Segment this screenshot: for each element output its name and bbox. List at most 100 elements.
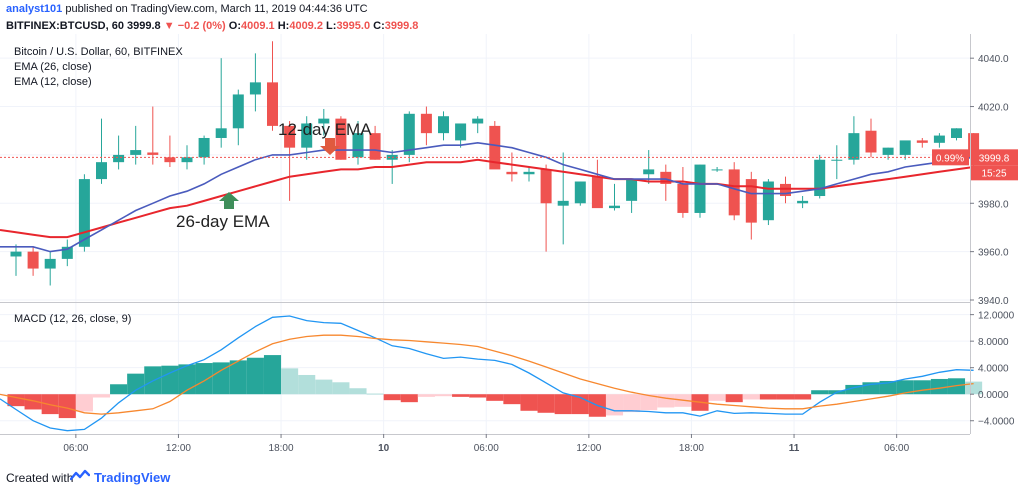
candle-body	[797, 200, 809, 204]
macd-histogram-bar	[794, 394, 812, 400]
macd-histogram-bar	[486, 394, 504, 401]
last-price: 3999.8	[127, 20, 161, 32]
candle-body	[318, 118, 330, 124]
candle-body	[335, 118, 347, 160]
time-axis-label: 12:00	[166, 443, 191, 454]
macd-histogram-bar	[640, 394, 658, 411]
time-axis-label: 06:00	[474, 443, 499, 454]
macd-histogram-bar	[469, 394, 487, 398]
macd-histogram-bar	[930, 378, 948, 395]
macd-histogram-bar	[195, 363, 213, 395]
macd-histogram-bar	[623, 394, 641, 413]
macd-histogram-bar	[503, 394, 521, 405]
candle-body	[899, 140, 911, 155]
candle-body	[609, 205, 620, 209]
candle-body	[267, 82, 278, 126]
price-badge: 0.99% 3999.8 15:25	[932, 149, 1018, 181]
macd-histogram-bar	[776, 394, 795, 400]
candles	[10, 41, 980, 286]
macd-histogram-bar	[127, 373, 145, 395]
candle-body	[472, 118, 484, 124]
price-badge-value: 3999.8	[979, 153, 1010, 164]
author-link[interactable]: analyst101	[6, 3, 63, 15]
ema12-line	[0, 141, 974, 253]
macd-histogram-bar	[7, 394, 25, 407]
candle-body	[215, 128, 227, 138]
candle-body	[352, 133, 364, 158]
time-axis-label: 10	[378, 443, 390, 454]
candle-body	[814, 159, 826, 197]
candle-body	[403, 113, 415, 155]
arrow-up-icon	[219, 192, 239, 209]
macd-axis-label: 8.0000	[978, 337, 1009, 348]
time-axis-label: 06:00	[63, 443, 88, 454]
chart-canvas[interactable]: 3940.0 3960.0 3980.0 4020.0 4040.0 −4.0000 0.…	[0, 34, 1024, 462]
macd-histogram-bar	[92, 394, 111, 398]
candle-body	[916, 140, 928, 143]
candle-body	[369, 133, 381, 160]
candle-body	[489, 125, 501, 170]
candle-body	[455, 123, 467, 141]
macd-histogram-bar	[605, 394, 624, 416]
high-value: 4009.2	[289, 20, 323, 32]
candle-body	[711, 169, 723, 171]
candle-body	[951, 128, 962, 138]
annotation-12-day-ema: 12-day EMA	[278, 120, 372, 139]
open-value: 4009.1	[241, 20, 275, 32]
candle-body	[745, 179, 757, 223]
macd-histogram-bar	[263, 355, 282, 395]
macd-histogram-bar	[349, 388, 367, 395]
macd-histogram-bar	[417, 394, 435, 397]
macd-line	[0, 315, 974, 432]
macd-histogram-bar	[110, 384, 128, 395]
time-axis-label: 18:00	[679, 443, 704, 454]
candle-body	[61, 246, 73, 259]
macd-histogram-bar	[246, 357, 264, 395]
price-axis-label: 3980.0	[978, 199, 1009, 210]
candle-body	[643, 169, 655, 175]
ema26-line	[0, 158, 974, 239]
macd-axis-label: 0.0000	[978, 390, 1009, 401]
symbol-name: BITFINEX:BTCUSD, 60	[6, 20, 124, 32]
low-value: 3995.0	[336, 20, 371, 32]
macd-histogram-bar	[537, 394, 555, 413]
candle-body	[10, 251, 22, 257]
legend-title: Bitcoin / U.S. Dollar, 60, BITFINEX	[14, 46, 183, 58]
arrow-down-icon	[320, 138, 340, 155]
macd-histogram-bar	[58, 394, 76, 419]
macd-histogram-bar	[657, 394, 675, 408]
candle-body	[301, 123, 313, 148]
macd-histogram-bar	[862, 382, 880, 395]
macd-histogram-bar	[315, 379, 333, 395]
publish-line: analyst101 published on TradingView.com,…	[6, 3, 368, 15]
price-badge-pct: 0.99%	[936, 153, 964, 164]
candle-body	[574, 181, 586, 204]
time-axis[interactable]: 06:00 12:00 18:00 10 06:00 12:00 18:00 11 06:00	[63, 434, 910, 454]
price-badge-countdown: 15:25	[981, 168, 1006, 179]
candle-body	[831, 159, 843, 161]
legend-ema26: EMA (26, close)	[14, 61, 92, 73]
macd-histogram-bar	[965, 381, 983, 395]
candle-body	[540, 169, 552, 204]
price-axis-label: 4040.0	[978, 54, 1009, 65]
candle-body	[249, 82, 261, 95]
macd-histogram-bar	[383, 394, 401, 401]
annotation-26-day-ema: 26-day EMA	[176, 212, 270, 231]
candle-body	[865, 130, 877, 153]
macd-axis[interactable]: −4.0000 0.0000 4.0000 8.0000 12.0000	[970, 311, 1015, 428]
macd-histogram-bar	[725, 394, 743, 403]
macd-histogram-bar	[845, 384, 863, 395]
candle-body	[78, 179, 90, 247]
low-label: L:	[326, 20, 337, 32]
price-axis-label: 3960.0	[978, 248, 1009, 259]
candle-body	[27, 251, 39, 269]
candle-body	[591, 176, 603, 209]
candle-body	[933, 135, 945, 143]
price-axis[interactable]: 3940.0 3960.0 3980.0 4020.0 4040.0	[970, 54, 1009, 307]
macd-histogram-bar	[434, 394, 453, 397]
candle-body	[882, 147, 894, 155]
candle-body	[694, 164, 706, 213]
macd-histogram-bar	[178, 364, 196, 395]
tradingview-link[interactable]: TradingView	[94, 470, 171, 485]
candle-body	[848, 133, 860, 160]
